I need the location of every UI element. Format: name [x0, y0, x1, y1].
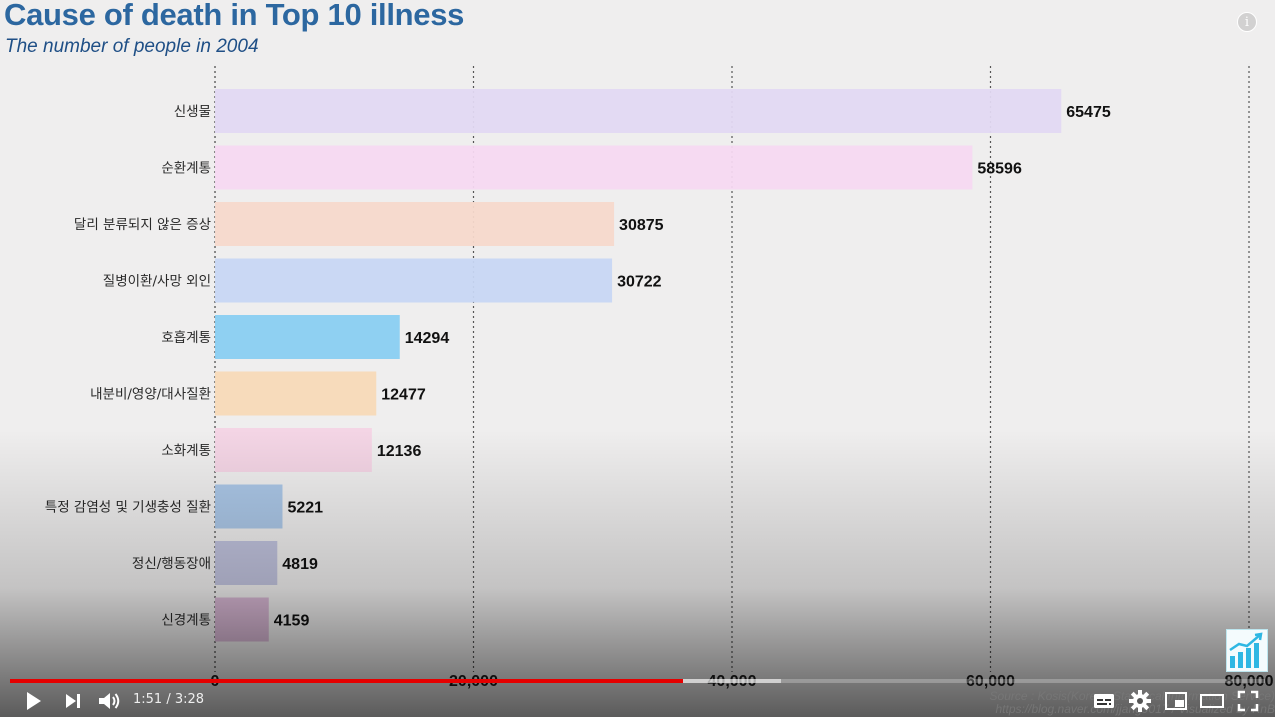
subtitles-button[interactable] [1091, 688, 1117, 714]
bar [215, 371, 377, 416]
next-icon [66, 694, 80, 708]
current-time: 1:51 [133, 692, 163, 707]
fullscreen-icon [1237, 690, 1259, 712]
bar [215, 145, 973, 190]
bar [215, 258, 613, 303]
progress-played [10, 679, 683, 683]
chart-title: Cause of death in Top 10 illness [4, 0, 465, 32]
value-label: 14294 [405, 330, 450, 347]
next-button[interactable] [60, 688, 86, 714]
value-label: 12477 [381, 387, 426, 404]
bar [215, 202, 615, 246]
value-label: 65475 [1066, 104, 1111, 121]
miniplayer-button[interactable] [1163, 688, 1189, 714]
play-button[interactable] [20, 688, 46, 714]
bar [215, 428, 372, 472]
category-label: 질병이환/사망 외인 [103, 274, 211, 290]
value-label: 4159 [274, 613, 310, 630]
value-label: 58596 [977, 161, 1022, 178]
theater-button[interactable] [1199, 688, 1225, 714]
category-label: 신생물 [174, 104, 211, 120]
value-label: 30875 [619, 217, 664, 234]
fullscreen-button[interactable] [1235, 688, 1261, 714]
category-label: 달리 분류되지 않은 증상 [74, 217, 211, 233]
value-label: 5221 [287, 500, 323, 517]
volume-icon [99, 693, 120, 709]
category-label: 정신/행동장애 [132, 556, 211, 572]
info-icon[interactable]: i [1237, 12, 1257, 32]
category-label: 소화계통 [161, 443, 211, 459]
value-label: 12136 [377, 443, 422, 460]
category-label: 특정 감염성 및 기생충성 질환 [45, 500, 211, 516]
play-icon [27, 692, 41, 710]
progress-bar[interactable] [10, 679, 1265, 683]
bar [215, 484, 283, 529]
theater-icon [1200, 694, 1224, 708]
time-display: 1:51 / 3:28 [133, 692, 204, 707]
category-label: 신경계통 [161, 613, 211, 629]
duration: 3:28 [174, 692, 205, 707]
settings-button[interactable] [1127, 688, 1153, 714]
category-label: 내분비/영양/대사질환 [90, 387, 211, 403]
value-label: 30722 [617, 274, 662, 291]
bar [215, 597, 269, 642]
volume-button[interactable] [96, 688, 122, 714]
source-line-2: https://blog.naver.com/jjang9017 / Visua… [995, 702, 1275, 716]
category-label: 호흡계통 [161, 330, 211, 346]
category-label: 순환계통 [161, 161, 211, 177]
time-separator: / [162, 692, 175, 707]
value-label: 4819 [282, 556, 318, 573]
subtitles-icon [1094, 694, 1114, 708]
bar [215, 541, 278, 585]
gear-icon [1129, 690, 1151, 712]
bar [215, 89, 1062, 133]
miniplayer-icon [1165, 692, 1187, 710]
chart-subtitle: The number of people in 2004 [5, 36, 259, 57]
bar [215, 315, 400, 359]
chart-logo-icon[interactable] [1226, 629, 1268, 672]
